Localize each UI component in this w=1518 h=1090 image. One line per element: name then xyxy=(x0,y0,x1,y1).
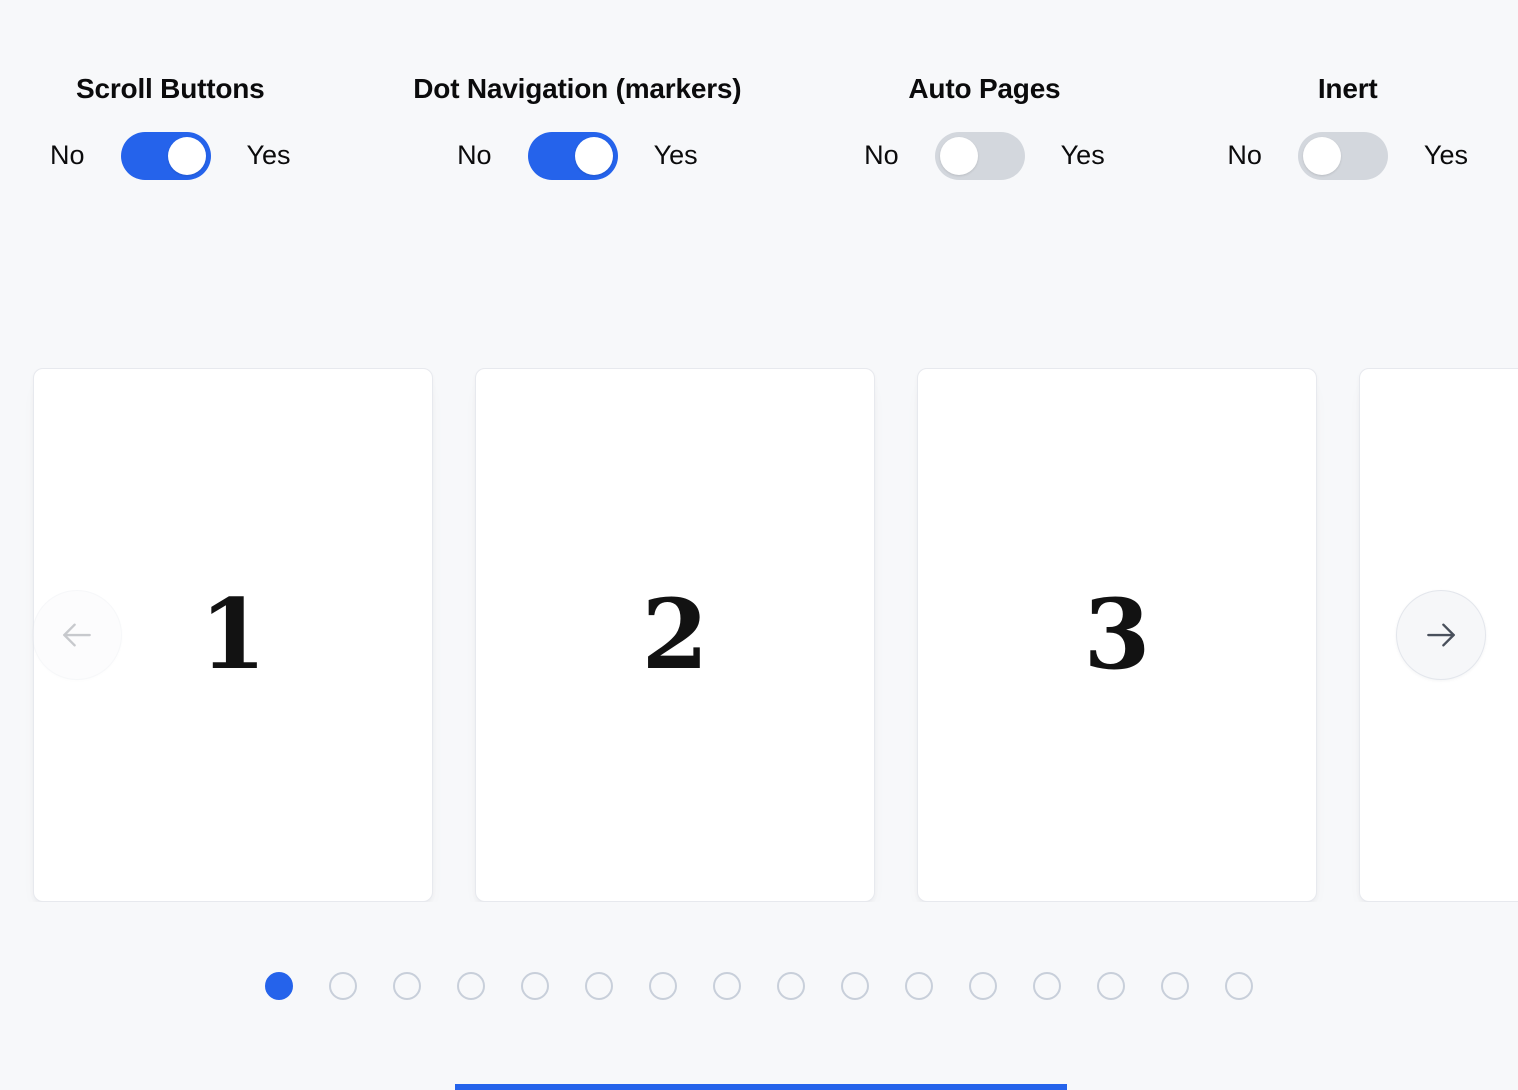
toggle-yes-label: Yes xyxy=(246,140,291,171)
slide-number: 2 xyxy=(641,578,709,692)
dot-marker[interactable] xyxy=(969,971,997,1000)
control-row: No Yes xyxy=(864,131,1105,180)
dot-marker[interactable] xyxy=(1225,971,1253,1000)
dot-marker[interactable] xyxy=(1033,971,1061,1000)
toggle-knob xyxy=(939,136,978,175)
control-title: Scroll Buttons xyxy=(76,73,265,104)
control-row: No Yes xyxy=(457,131,698,180)
controls-bar: Scroll Buttons No Yes Dot Navigation (ma… xyxy=(0,0,1518,180)
dot-marker[interactable] xyxy=(777,971,805,1000)
inert-toggle[interactable] xyxy=(1297,131,1388,180)
scroll-buttons-toggle[interactable] xyxy=(120,131,211,180)
arrow-right-icon xyxy=(1422,616,1460,654)
dot-marker[interactable] xyxy=(1161,971,1189,1000)
control-row: No Yes xyxy=(50,131,291,180)
carousel: 1 2 3 4 xyxy=(0,367,1518,902)
toggle-knob xyxy=(574,136,613,175)
dot-marker[interactable] xyxy=(841,971,869,1000)
toggle-yes-label: Yes xyxy=(653,140,698,171)
dot-marker[interactable] xyxy=(457,971,485,1000)
dot-marker[interactable] xyxy=(329,971,357,1000)
dot-marker[interactable] xyxy=(713,971,741,1000)
dot-navigation-toggle[interactable] xyxy=(527,131,618,180)
control-title: Dot Navigation (markers) xyxy=(413,73,742,104)
toggle-no-label: No xyxy=(1227,140,1262,171)
control-row: No Yes xyxy=(1227,131,1468,180)
dot-marker[interactable] xyxy=(905,971,933,1000)
toggle-yes-label: Yes xyxy=(1060,140,1105,171)
carousel-slide: 3 xyxy=(917,367,1317,902)
slide-number: 1 xyxy=(199,578,267,692)
next-slide-button[interactable] xyxy=(1396,589,1486,680)
control-dot-navigation: Dot Navigation (markers) No Yes xyxy=(413,72,742,180)
toggle-no-label: No xyxy=(864,140,899,171)
control-scroll-buttons: Scroll Buttons No Yes xyxy=(50,72,291,180)
carousel-slide: 2 xyxy=(475,367,875,902)
scrollbar-thumb[interactable] xyxy=(455,1084,1067,1090)
control-title: Auto Pages xyxy=(908,73,1061,104)
toggle-yes-label: Yes xyxy=(1423,140,1468,171)
control-title: Inert xyxy=(1317,73,1378,104)
dot-marker[interactable] xyxy=(1097,971,1125,1000)
carousel-slide: 1 xyxy=(33,367,433,902)
dot-marker[interactable] xyxy=(521,971,549,1000)
toggle-knob xyxy=(167,136,206,175)
control-auto-pages: Auto Pages No Yes xyxy=(864,72,1105,180)
toggle-no-label: No xyxy=(50,140,85,171)
dot-marker[interactable] xyxy=(585,971,613,1000)
carousel-track: 1 2 3 4 xyxy=(0,367,1518,902)
auto-pages-toggle[interactable] xyxy=(934,131,1025,180)
carousel-viewport[interactable]: 1 2 3 4 xyxy=(0,367,1518,902)
toggle-no-label: No xyxy=(457,140,492,171)
dot-marker[interactable] xyxy=(265,971,293,1000)
dot-marker[interactable] xyxy=(393,971,421,1000)
dot-navigation xyxy=(0,971,1518,1000)
slide-number: 3 xyxy=(1083,578,1151,692)
dot-marker[interactable] xyxy=(649,971,677,1000)
control-inert: Inert No Yes xyxy=(1227,72,1468,180)
toggle-knob xyxy=(1302,136,1341,175)
